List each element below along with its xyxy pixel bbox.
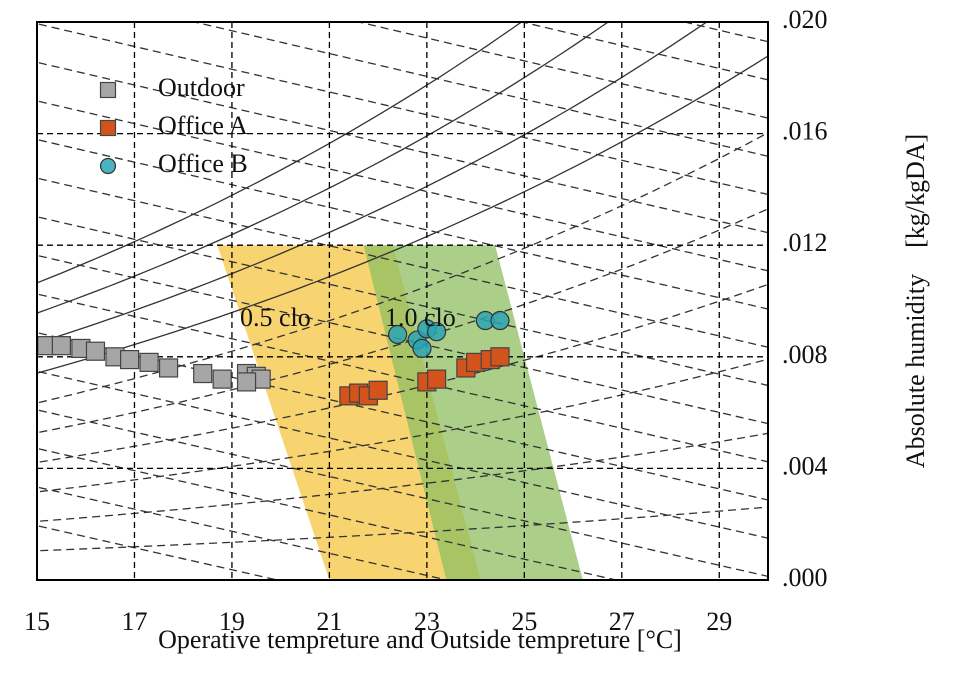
point [490, 310, 510, 331]
enthalpy-line [37, 293, 768, 463]
points [37, 310, 510, 406]
rh-curve [37, 22, 708, 344]
enthalpy-line [37, 216, 768, 387]
rh-curve [37, 22, 610, 314]
point [51, 336, 71, 356]
rh-curve [37, 358, 768, 493]
rh-curve [37, 283, 768, 464]
enthalpy-line [37, 100, 768, 272]
x-tick-label: 19 [219, 607, 245, 636]
point [388, 324, 408, 345]
point [158, 358, 179, 378]
point [139, 352, 159, 372]
point [427, 369, 447, 389]
legend-marker [99, 119, 117, 137]
enthalpy-line [37, 370, 768, 539]
point [119, 349, 140, 370]
x-tick-label: 25 [511, 607, 537, 636]
enthalpy-line [355, 22, 768, 119]
enthalpy-line [37, 254, 768, 425]
rh-curve [37, 208, 768, 434]
y-tick-label: .020 [782, 5, 828, 34]
x-axis-label: Operative tempreture and Outside tempret… [158, 625, 682, 654]
y-tick-label: .004 [782, 451, 828, 480]
legend-marker [99, 157, 117, 175]
point [368, 380, 388, 400]
rh-curve [37, 506, 768, 552]
enthalpy-line [37, 138, 768, 310]
rh-curve [37, 132, 768, 404]
region-label: 1.0 clo [385, 303, 456, 332]
enthalpy-line [191, 22, 768, 157]
plot-frame [36, 21, 769, 581]
enthalpy-line [519, 22, 768, 81]
x-tick-label: 15 [24, 607, 50, 636]
x-tick-label: 21 [316, 607, 342, 636]
enthalpy-line [37, 331, 768, 501]
enthalpy-line [37, 61, 768, 234]
y-tick-label: .012 [782, 228, 828, 257]
point [427, 322, 447, 342]
x-tick-label: 29 [706, 607, 732, 636]
point [236, 372, 257, 392]
y-tick-label: .008 [782, 340, 828, 369]
enthalpy-line [37, 409, 768, 578]
rh-curve [37, 432, 768, 523]
legend-label: Outdoor [158, 73, 245, 102]
x-tick-label: 27 [609, 607, 635, 636]
x-tick-label: 23 [414, 607, 440, 636]
x-tick-label: 17 [121, 607, 147, 636]
rh-curve [37, 22, 523, 284]
psychrometric-lines [37, 22, 768, 580]
point [490, 347, 510, 367]
rh-curve [37, 55, 768, 374]
y-tick-label: .000 [782, 563, 828, 592]
labels: 0.5 clo 1.0 clo 15 17 19 21 23 25 27 29 .000 .004 .0… [24, 5, 828, 636]
region-label: 0.5 clo [240, 303, 311, 332]
y-tick-label: .016 [782, 117, 828, 146]
enthalpy-line [37, 177, 768, 348]
point [193, 363, 213, 384]
enthalpy-line [37, 23, 768, 196]
legend-label: Office B [158, 149, 248, 178]
y-axis-label: Absolute humidity [kg/kgDA] [901, 134, 930, 468]
legend-marker [99, 81, 117, 99]
legend-label: Office A [158, 111, 248, 140]
point [85, 341, 106, 361]
point [412, 338, 432, 359]
point [212, 369, 232, 389]
